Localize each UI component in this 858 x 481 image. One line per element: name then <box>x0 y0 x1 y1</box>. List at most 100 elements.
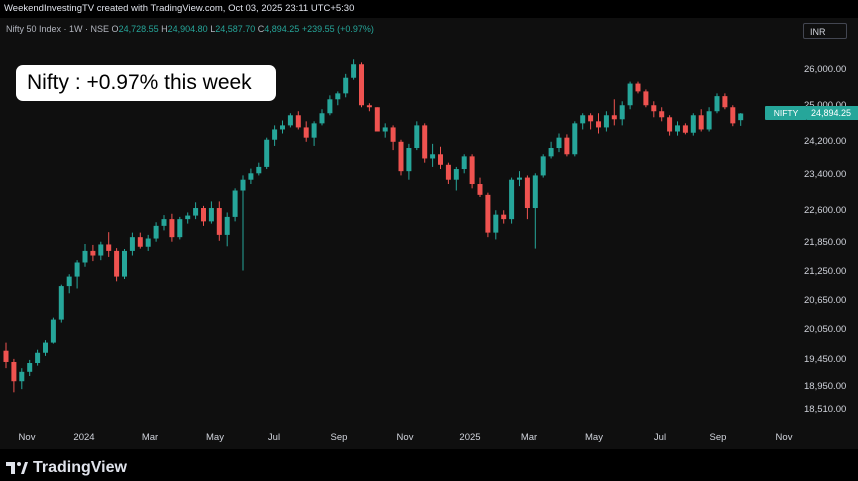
candle-up[interactable] <box>493 214 499 233</box>
candle-up[interactable] <box>627 83 633 106</box>
candle-down[interactable] <box>374 107 380 132</box>
legend-close-label: C <box>257 24 265 34</box>
candle-down[interactable] <box>106 244 112 251</box>
candle-down[interactable] <box>469 156 475 185</box>
candle-up[interactable] <box>556 137 562 149</box>
candle-up[interactable] <box>145 238 151 247</box>
candle-up[interactable] <box>540 156 546 176</box>
candle-down[interactable] <box>659 111 665 118</box>
candle-up[interactable] <box>43 342 48 353</box>
candle-down[interactable] <box>201 208 206 222</box>
candle-down[interactable] <box>3 350 9 362</box>
candle-up[interactable] <box>414 125 420 149</box>
candle-up[interactable] <box>177 219 183 238</box>
candle-up[interactable] <box>240 179 246 191</box>
candle-down[interactable] <box>359 64 364 106</box>
candle-down[interactable] <box>485 194 491 233</box>
candle-down[interactable] <box>398 141 404 172</box>
candle-up[interactable] <box>603 115 609 128</box>
candle-down[interactable] <box>611 115 617 120</box>
candle-down[interactable] <box>114 250 120 277</box>
candle-up[interactable] <box>619 105 625 120</box>
candle-up[interactable] <box>675 125 680 132</box>
candle-up[interactable] <box>129 237 135 251</box>
candle-up[interactable] <box>161 219 167 226</box>
candle-up[interactable] <box>406 148 412 172</box>
candle-up[interactable] <box>122 250 127 277</box>
candle-up[interactable] <box>19 371 25 382</box>
candle-up[interactable] <box>311 123 317 138</box>
candle-up[interactable] <box>335 93 341 100</box>
candle-down[interactable] <box>501 214 507 220</box>
candle-up[interactable] <box>461 156 467 170</box>
candle-up[interactable] <box>430 154 436 159</box>
candle-up[interactable] <box>208 208 214 222</box>
candle-down[interactable] <box>438 154 443 165</box>
candle-up[interactable] <box>287 115 293 126</box>
candle-up[interactable] <box>580 115 586 124</box>
time-tick-label: Mar <box>520 432 538 443</box>
candle-up[interactable] <box>351 64 357 78</box>
candle-up[interactable] <box>98 244 104 256</box>
currency-button[interactable]: INR <box>803 23 847 39</box>
candle-up[interactable] <box>50 319 56 343</box>
candle-down[interactable] <box>588 115 594 122</box>
candle-up[interactable] <box>280 125 285 130</box>
candle-up[interactable] <box>82 250 88 263</box>
time-tick-label: Nov <box>775 432 793 443</box>
candle-up[interactable] <box>706 111 712 130</box>
candle-up[interactable] <box>327 99 333 114</box>
candle-up[interactable] <box>27 363 33 372</box>
candle-up[interactable] <box>264 139 270 167</box>
candle-up[interactable] <box>224 216 230 235</box>
candle-up[interactable] <box>66 276 72 287</box>
candle-up[interactable] <box>343 77 349 94</box>
candle-down[interactable] <box>169 219 175 238</box>
candle-up[interactable] <box>382 127 388 132</box>
candle-down[interactable] <box>635 83 641 92</box>
candle-down[interactable] <box>366 105 372 108</box>
candle-up[interactable] <box>738 113 744 121</box>
candle-down[interactable] <box>651 105 657 112</box>
candle-down[interactable] <box>722 96 728 108</box>
candle-down[interactable] <box>643 91 649 106</box>
candle-up[interactable] <box>532 175 538 209</box>
candle-up[interactable] <box>714 96 720 112</box>
candle-up[interactable] <box>256 166 262 174</box>
candle-up[interactable] <box>193 208 199 216</box>
candle-up[interactable] <box>153 225 159 239</box>
candle-up[interactable] <box>548 148 554 157</box>
candle-down[interactable] <box>303 127 309 138</box>
candle-down[interactable] <box>682 125 688 133</box>
candle-up[interactable] <box>185 215 191 220</box>
candle-down[interactable] <box>667 117 673 132</box>
candle-down[interactable] <box>137 237 143 247</box>
candle-down[interactable] <box>390 127 396 142</box>
candle-down[interactable] <box>564 137 570 155</box>
candle-up[interactable] <box>453 169 459 180</box>
candle-up[interactable] <box>248 173 254 180</box>
candle-up[interactable] <box>509 179 515 220</box>
candle-up[interactable] <box>272 129 278 140</box>
candle-down[interactable] <box>90 250 96 256</box>
candle-down[interactable] <box>445 164 451 180</box>
tradingview-brand[interactable]: TradingView <box>33 459 127 476</box>
candle-up[interactable] <box>35 352 41 364</box>
candle-up[interactable] <box>690 115 696 133</box>
candle-down[interactable] <box>422 125 428 159</box>
candle-up[interactable] <box>74 262 80 277</box>
candle-down[interactable] <box>11 361 17 382</box>
candle-down[interactable] <box>295 115 301 128</box>
candle-down[interactable] <box>216 208 222 235</box>
candle-up[interactable] <box>517 177 522 180</box>
candle-down[interactable] <box>730 107 736 124</box>
candle-down[interactable] <box>524 177 530 209</box>
candle-down[interactable] <box>698 115 704 130</box>
candle-up[interactable] <box>319 113 325 124</box>
candle-up[interactable] <box>572 123 578 155</box>
candle-up[interactable] <box>58 286 64 320</box>
candle-down[interactable] <box>596 121 601 128</box>
candle-up[interactable] <box>232 190 238 217</box>
candle-down[interactable] <box>477 184 483 195</box>
